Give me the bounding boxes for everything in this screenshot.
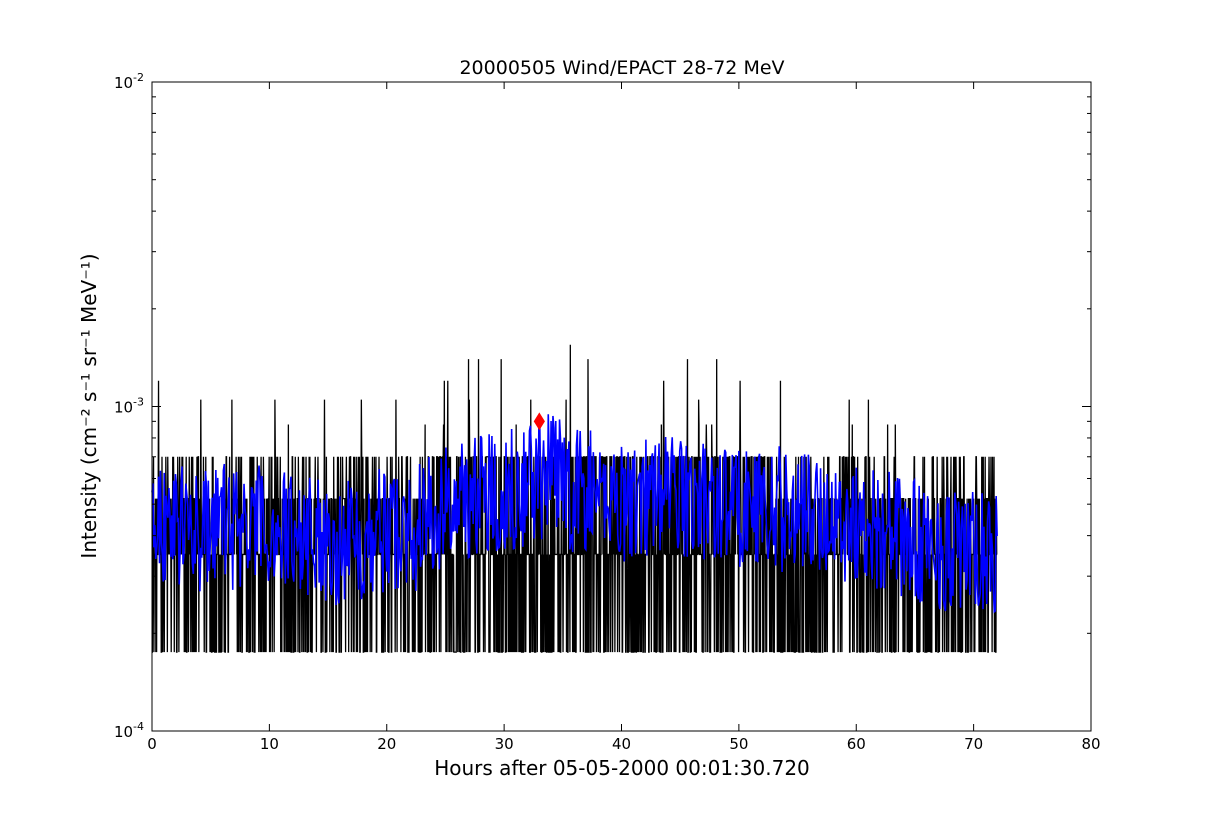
smoothed-intensity-series bbox=[151, 414, 998, 614]
x-tick-label: 0 bbox=[147, 735, 157, 753]
x-tick-label: 80 bbox=[1081, 735, 1100, 753]
x-tick-label: 30 bbox=[495, 735, 514, 753]
y-tick-label: 10-3 bbox=[114, 396, 144, 417]
chart-title: 20000505 Wind/EPACT 28-72 MeV bbox=[459, 57, 784, 79]
x-axis-label: Hours after 05-05-2000 00:01:30.720 bbox=[434, 756, 810, 780]
x-tick-label: 60 bbox=[847, 735, 866, 753]
axes: 0 10 20 30 40 50 60 70 80 10-4 10-3 10-2 bbox=[114, 71, 1101, 753]
y-tick-label: 10-2 bbox=[114, 71, 144, 92]
x-tick-label: 20 bbox=[377, 735, 396, 753]
x-tick-label: 10 bbox=[260, 735, 279, 753]
plot-area bbox=[151, 344, 998, 653]
x-tick-label: 70 bbox=[964, 735, 983, 753]
x-tick-label: 50 bbox=[729, 735, 748, 753]
y-axis-label: Intensity (cm⁻² s⁻¹ sr⁻¹ MeV⁻¹) bbox=[77, 253, 101, 558]
y-tick-label: 10-4 bbox=[114, 720, 144, 741]
peak-marker bbox=[533, 412, 545, 431]
x-tick-label: 40 bbox=[612, 735, 631, 753]
